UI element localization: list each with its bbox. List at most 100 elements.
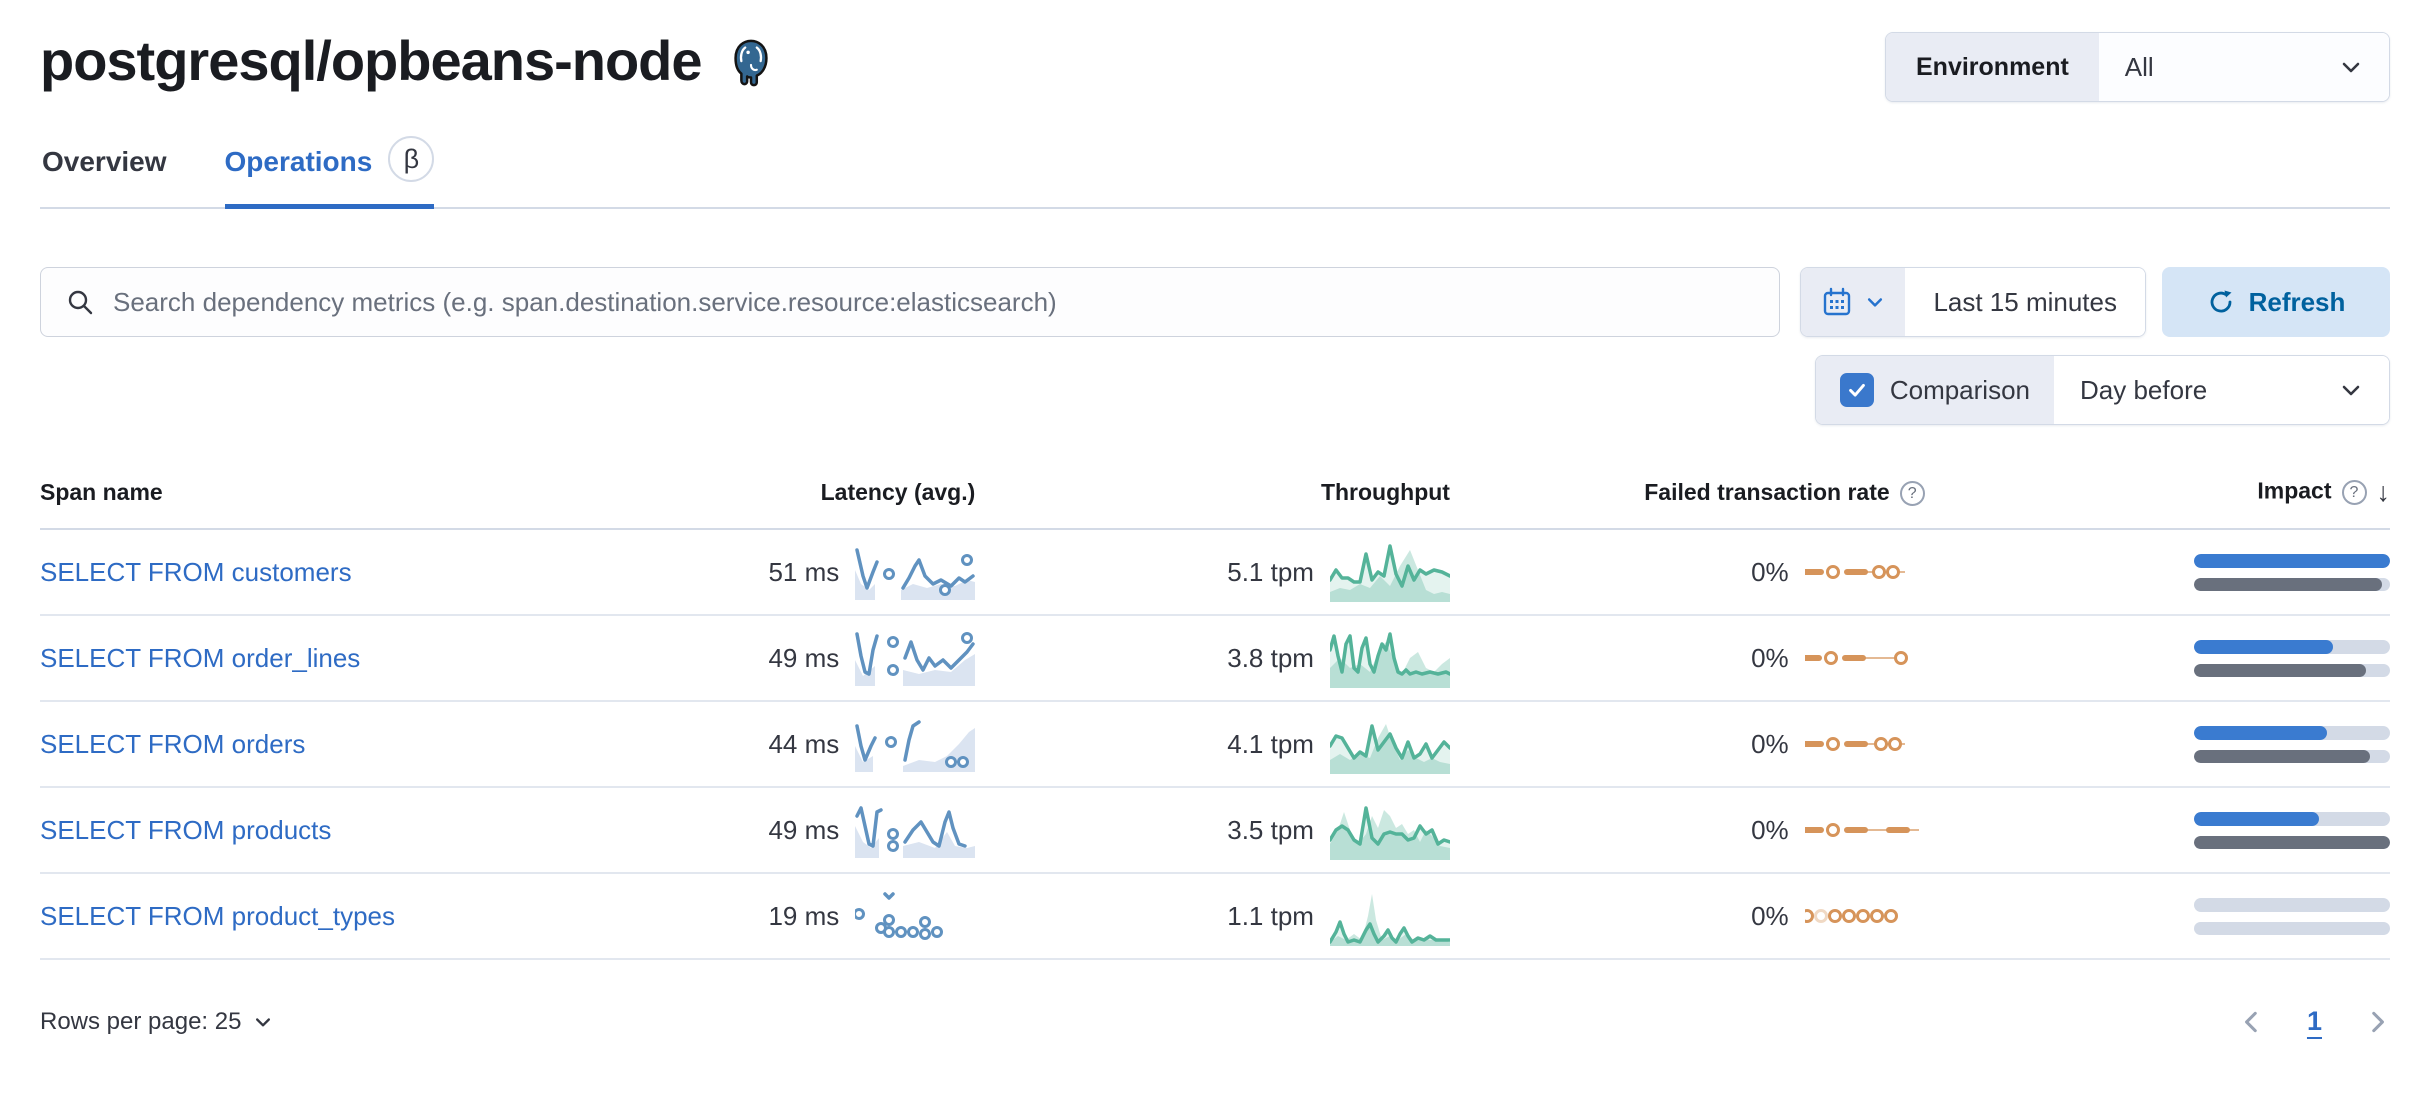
previous-page-button[interactable]	[2239, 1009, 2265, 1035]
refresh-button[interactable]: Refresh	[2162, 267, 2390, 337]
failed-rate-value: 0%	[1751, 642, 1789, 673]
impact-current-track	[2194, 639, 2390, 654]
chevron-down-icon	[2342, 62, 2360, 73]
environment-label: Environment	[1886, 33, 2099, 101]
controls-row: Last 15 minutes Refresh	[40, 267, 2390, 337]
impact-previous-track	[2194, 663, 2390, 677]
col-span-name: Span name	[40, 479, 163, 505]
span-name-link[interactable]: SELECT FROM customers	[40, 556, 352, 587]
comparison-select[interactable]: Day before	[2054, 356, 2389, 424]
search-icon	[68, 290, 93, 315]
check-icon	[1848, 383, 1865, 397]
impact-previous-bar	[2194, 749, 2371, 763]
comparison-value: Day before	[2080, 374, 2208, 405]
time-controls: Last 15 minutes Refresh	[1800, 267, 2390, 337]
dependency-operations-page: postgresql/opbeans-node Environment All …	[40, 29, 2390, 1037]
question-icon: ?	[1899, 481, 1925, 507]
impact-previous-bar	[2194, 835, 2390, 849]
tab-operations[interactable]: Operations β	[224, 136, 435, 209]
throughput-value: 4.1 tpm	[1227, 728, 1314, 759]
postgresql-elephant-icon	[733, 39, 768, 86]
latency-sparkline	[855, 548, 976, 600]
search-input[interactable]	[113, 286, 1756, 318]
rows-per-page-button[interactable]: Rows per page: 25	[40, 1008, 273, 1036]
throughput-sparkline	[1329, 544, 1450, 602]
impact-previous-track	[2194, 835, 2390, 849]
table-footer: Rows per page: 25 1	[40, 1006, 2390, 1037]
rows-per-page-label: Rows per page: 25	[40, 1007, 242, 1035]
impact-bars	[2194, 725, 2390, 763]
table-header-row: Span name Latency (avg.) Throughput Fail…	[40, 477, 2390, 529]
failed-rate-value: 0%	[1751, 556, 1789, 587]
comparison-row: Comparison Day before	[40, 355, 2390, 425]
pagination: 1	[2239, 1006, 2390, 1037]
failed-rate-value: 0%	[1751, 728, 1789, 759]
date-picker: Last 15 minutes	[1800, 267, 2146, 337]
chevron-down-icon	[2342, 385, 2360, 396]
refresh-label: Refresh	[2248, 286, 2346, 317]
chevron-down-icon	[1868, 298, 1883, 307]
impact-current-track	[2194, 897, 2390, 912]
next-page-button[interactable]	[2364, 1009, 2390, 1035]
throughput-sparkline	[1329, 632, 1450, 688]
latency-sparkline	[855, 806, 976, 858]
refresh-icon	[2210, 290, 2232, 313]
tab-bar: Overview Operations β	[40, 136, 2390, 209]
latency-value: 19 ms	[768, 900, 840, 931]
page-number[interactable]: 1	[2306, 1006, 2322, 1036]
failed-rate-sparkline	[1804, 565, 1905, 579]
col-latency[interactable]: Latency (avg.)	[820, 479, 976, 505]
impact-current-track	[2194, 725, 2390, 740]
question-icon: ?	[2341, 480, 2367, 505]
table-row: SELECT FROM order_lines 49 ms 3.8 tpm 0%	[40, 615, 2390, 701]
comparison-label: Comparison	[1889, 374, 2030, 405]
impact-previous-bar	[2194, 663, 2367, 677]
failed-rate-sparkline	[1804, 737, 1905, 751]
failed-rate-value: 0%	[1751, 814, 1789, 845]
time-range-button[interactable]: Last 15 minutes	[1905, 268, 2145, 336]
chevron-down-icon	[256, 1017, 271, 1026]
tab-operations-label: Operations	[224, 146, 373, 177]
span-name-link[interactable]: SELECT FROM orders	[40, 728, 306, 759]
environment-select[interactable]: All	[2098, 33, 2389, 101]
time-range-value: Last 15 minutes	[1933, 286, 2117, 317]
environment-control: Environment All	[1885, 32, 2390, 102]
table-row: SELECT FROM orders 44 ms 4.1 tpm 0%	[40, 701, 2390, 787]
latency-sparkline	[855, 720, 976, 772]
latency-sparkline	[855, 892, 944, 940]
date-picker-quick-menu[interactable]	[1801, 268, 1906, 336]
impact-previous-bar	[2194, 577, 2383, 591]
impact-bars	[2194, 639, 2390, 677]
chevron-right-icon	[2372, 1011, 2384, 1032]
failed-rate-sparkline	[1804, 823, 1919, 837]
tab-overview-label: Overview	[42, 146, 167, 177]
impact-current-bar	[2194, 725, 2328, 740]
span-name-link[interactable]: SELECT FROM order_lines	[40, 642, 361, 673]
tab-overview[interactable]: Overview	[42, 142, 167, 209]
span-name-link[interactable]: SELECT FROM products	[40, 814, 332, 845]
impact-current-bar	[2194, 811, 2320, 826]
col-throughput[interactable]: Throughput	[1320, 479, 1450, 505]
impact-bars	[2194, 811, 2390, 849]
col-impact[interactable]: Impact? ↓	[2257, 477, 2390, 507]
throughput-sparkline	[1329, 894, 1450, 946]
operations-table: Span name Latency (avg.) Throughput Fail…	[40, 477, 2390, 960]
page-title: postgresql/opbeans-node	[40, 29, 702, 92]
throughput-sparkline	[1329, 724, 1450, 774]
table-body: SELECT FROM customers 51 ms 5.1 tpm 0% S…	[40, 529, 2390, 959]
comparison-control: Comparison Day before	[1814, 355, 2390, 425]
calendar-icon	[1824, 287, 1851, 316]
span-name-link[interactable]: SELECT FROM product_types	[40, 900, 395, 931]
throughput-sparkline	[1329, 806, 1450, 860]
throughput-value: 1.1 tpm	[1227, 900, 1314, 931]
failed-rate-sparkline	[1804, 651, 1908, 665]
throughput-value: 3.5 tpm	[1227, 814, 1314, 845]
throughput-value: 3.8 tpm	[1227, 642, 1314, 673]
impact-current-bar	[2194, 639, 2334, 654]
comparison-checkbox[interactable]	[1839, 373, 1874, 407]
col-failed-rate[interactable]: Failed transaction rate?	[1450, 477, 1925, 529]
impact-previous-track	[2194, 577, 2390, 591]
latency-sparkline	[855, 632, 976, 686]
chevron-left-icon	[2245, 1011, 2257, 1032]
beta-badge: β	[388, 136, 435, 182]
